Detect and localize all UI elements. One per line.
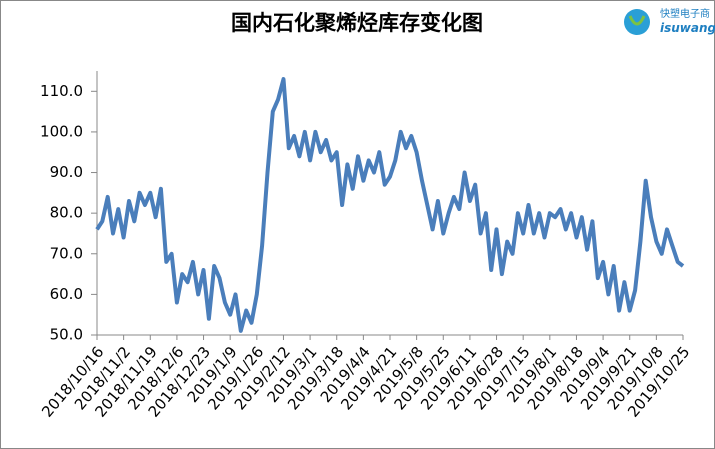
logo-icon (624, 9, 650, 35)
logo-text: 快塑电子商 (660, 7, 710, 20)
y-tick-label: 50.0 (50, 326, 83, 344)
chart-title: 国内石化聚烯烃库存变化图 (231, 10, 483, 35)
y-tick-label: 80.0 (50, 204, 83, 222)
y-tick-label: 90.0 (50, 163, 83, 181)
data-line (95, 77, 685, 333)
logo-url: isuwang.c (660, 21, 715, 35)
y-tick-label: 100.0 (40, 122, 83, 140)
y-tick-label: 60.0 (50, 285, 83, 303)
y-tick-label: 70.0 (50, 244, 83, 262)
y-tick-label: 110.0 (40, 82, 83, 100)
logo-mark (628, 15, 646, 26)
